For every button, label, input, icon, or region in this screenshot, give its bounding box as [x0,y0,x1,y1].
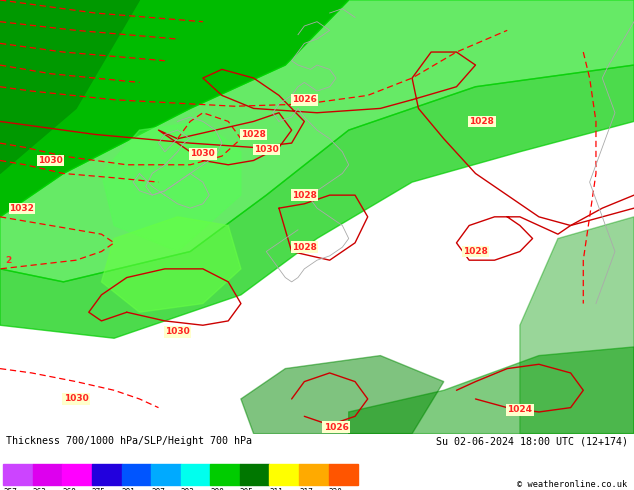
Text: 317: 317 [299,488,313,490]
Text: 1026: 1026 [292,95,317,104]
Text: 281: 281 [122,488,136,490]
Text: 2: 2 [5,256,11,265]
Bar [181,464,210,486]
Text: 287: 287 [151,488,165,490]
Text: 1024: 1024 [507,405,533,415]
Text: 1030: 1030 [165,327,190,336]
Polygon shape [101,217,241,312]
Text: 1030: 1030 [190,149,216,158]
Text: 1028: 1028 [241,130,266,139]
Text: 263: 263 [33,488,47,490]
Polygon shape [0,0,634,282]
Text: 1026: 1026 [323,423,349,432]
Polygon shape [0,65,634,338]
Text: 293: 293 [181,488,195,490]
Text: 299: 299 [210,488,224,490]
Text: 305: 305 [240,488,254,490]
Text: 1032: 1032 [10,204,34,213]
Bar [33,464,62,486]
Bar [328,464,358,486]
Text: 1028: 1028 [292,191,317,199]
Polygon shape [349,347,634,434]
Polygon shape [0,0,349,217]
Text: Su 02-06-2024 18:00 UTC (12+174): Su 02-06-2024 18:00 UTC (12+174) [436,437,628,446]
Polygon shape [241,356,444,434]
Bar [92,464,122,486]
Text: 1028: 1028 [463,247,488,256]
Text: © weatheronline.co.uk: © weatheronline.co.uk [517,480,628,489]
Bar [299,464,328,486]
Bar [151,464,181,486]
Bar [62,464,92,486]
Bar [269,464,299,486]
Text: 275: 275 [92,488,106,490]
Bar [210,464,240,486]
Bar [240,464,269,486]
Polygon shape [520,217,634,434]
Text: 1030: 1030 [254,145,279,154]
Polygon shape [101,122,241,251]
Text: 1028: 1028 [469,117,495,126]
Bar [3,464,33,486]
Text: 269: 269 [62,488,76,490]
Text: 1030: 1030 [38,156,63,165]
Text: 311: 311 [269,488,283,490]
Text: Thickness 700/1000 hPa/SLP/Height 700 hPa: Thickness 700/1000 hPa/SLP/Height 700 hP… [6,437,252,446]
Text: 320: 320 [328,488,342,490]
Bar [122,464,151,486]
Text: 1028: 1028 [292,243,317,252]
Text: 1030: 1030 [63,394,89,403]
Text: 257: 257 [3,488,17,490]
Polygon shape [0,0,139,173]
